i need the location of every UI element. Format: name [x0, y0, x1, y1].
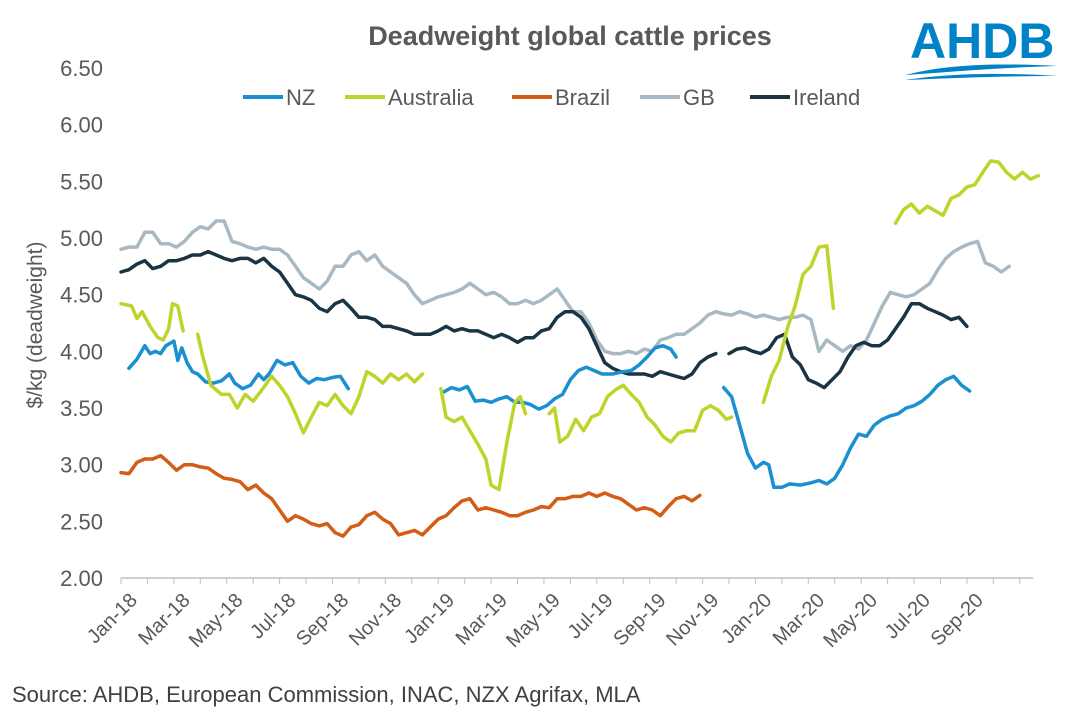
- y-axis-label: $/kg (deadweight): [24, 242, 47, 409]
- legend-label-ireland: Ireland: [793, 85, 860, 110]
- series-group: [119, 159, 1041, 538]
- series-line-nz: [441, 343, 678, 411]
- x-tick-label: May-18: [185, 589, 248, 652]
- y-tick-label: 2.00: [60, 566, 103, 591]
- x-tick-label: Sep-19: [609, 589, 670, 650]
- x-tick-label: Mar-20: [769, 589, 829, 649]
- series-line-gb: [119, 219, 1011, 356]
- x-tick-label: Jan-20: [717, 589, 776, 648]
- series-line-australia: [761, 244, 836, 405]
- legend-label-nz: NZ: [286, 85, 315, 110]
- x-tick-label: Sep-20: [927, 589, 988, 650]
- logo-swoosh-top: [905, 64, 1058, 75]
- series-line-ireland: [119, 249, 718, 381]
- ahdb-logo: AHDB: [905, 13, 1058, 80]
- logo-swoosh-bottom: [905, 73, 1058, 80]
- y-tick-label: 6.00: [60, 113, 103, 138]
- x-tick-label: Jan-19: [400, 589, 459, 648]
- y-tick-label: 4.50: [60, 283, 103, 308]
- source-note: Source: AHDB, European Commission, INAC,…: [12, 682, 641, 707]
- y-tick-label: 4.00: [60, 339, 103, 364]
- y-tick-label: 2.50: [60, 509, 103, 534]
- y-tick-label: 6.50: [60, 56, 103, 81]
- series-line-australia: [547, 383, 734, 444]
- y-tick-label: 3.50: [60, 396, 103, 421]
- x-tick-label: Mar-18: [134, 589, 194, 649]
- series-line-ireland: [727, 301, 969, 390]
- x-tick-label: Nov-19: [662, 589, 723, 650]
- x-tick-label: Mar-19: [452, 589, 512, 649]
- series-line-nz: [127, 339, 351, 391]
- logo-text: AHDB: [910, 13, 1054, 69]
- series-line-australia: [439, 386, 528, 492]
- legend-label-brazil: Brazil: [555, 85, 610, 110]
- series-line-australia: [119, 301, 185, 342]
- x-tick-label: May-20: [819, 589, 882, 652]
- legend: NZ Australia Brazil GB Ireland: [243, 85, 860, 110]
- axes: 2.00 2.50 3.00 3.50 4.00 4.50 5.00 5.50 6.00 6.50…: [60, 56, 1033, 652]
- y-tick-label: 5.50: [60, 169, 103, 194]
- chart-title: Deadweight global cattle prices: [368, 21, 772, 51]
- y-tick-label: 5.00: [60, 226, 103, 251]
- x-tick-label: May-19: [502, 589, 565, 652]
- series-line-australia: [195, 332, 425, 435]
- x-tick-label: Nov-18: [345, 589, 406, 650]
- legend-label-australia: Australia: [388, 85, 474, 110]
- x-tick-label: Sep-18: [292, 589, 353, 650]
- legend-label-gb: GB: [683, 85, 715, 110]
- series-line-nz: [721, 374, 972, 490]
- x-tick-label: Jan-18: [83, 589, 142, 648]
- series-line-australia: [893, 159, 1041, 226]
- y-tick-label: 3.00: [60, 453, 103, 478]
- series-line-brazil: [119, 453, 702, 538]
